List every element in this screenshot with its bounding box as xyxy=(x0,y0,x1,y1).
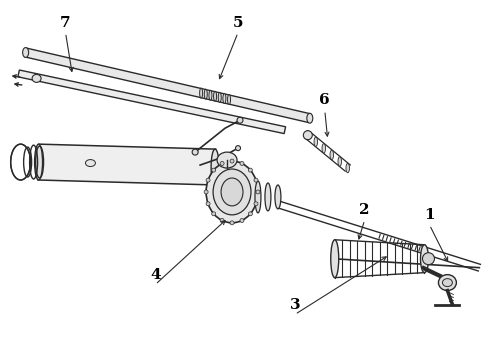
Ellipse shape xyxy=(192,149,198,155)
Text: 7: 7 xyxy=(60,15,71,30)
Ellipse shape xyxy=(209,90,212,100)
Text: 3: 3 xyxy=(290,297,300,311)
Ellipse shape xyxy=(32,75,41,82)
Ellipse shape xyxy=(254,202,258,206)
Ellipse shape xyxy=(306,130,310,140)
Text: 4: 4 xyxy=(150,267,161,282)
Ellipse shape xyxy=(330,150,334,159)
Ellipse shape xyxy=(314,137,318,147)
Ellipse shape xyxy=(206,178,210,182)
Ellipse shape xyxy=(236,146,241,150)
Ellipse shape xyxy=(204,89,207,99)
Ellipse shape xyxy=(212,168,216,172)
Ellipse shape xyxy=(223,94,226,103)
Ellipse shape xyxy=(204,190,208,194)
Ellipse shape xyxy=(212,212,216,216)
Ellipse shape xyxy=(206,161,258,223)
Ellipse shape xyxy=(237,117,243,123)
Ellipse shape xyxy=(35,144,43,180)
Ellipse shape xyxy=(346,163,349,173)
Text: 5: 5 xyxy=(233,15,243,30)
Ellipse shape xyxy=(221,178,243,206)
Polygon shape xyxy=(38,144,216,185)
Ellipse shape xyxy=(248,168,252,172)
Ellipse shape xyxy=(422,253,435,265)
Ellipse shape xyxy=(211,149,219,185)
Ellipse shape xyxy=(240,219,244,222)
Ellipse shape xyxy=(240,161,244,165)
Text: 1: 1 xyxy=(424,208,435,222)
Ellipse shape xyxy=(218,93,221,102)
Ellipse shape xyxy=(227,95,230,104)
Ellipse shape xyxy=(322,144,325,153)
Ellipse shape xyxy=(255,181,261,213)
Ellipse shape xyxy=(338,157,342,166)
Polygon shape xyxy=(24,48,311,123)
Ellipse shape xyxy=(307,113,313,123)
Ellipse shape xyxy=(206,202,210,206)
Text: 6: 6 xyxy=(319,93,330,107)
Ellipse shape xyxy=(265,183,271,211)
Ellipse shape xyxy=(442,279,452,287)
Ellipse shape xyxy=(254,178,258,182)
Ellipse shape xyxy=(220,219,224,222)
Ellipse shape xyxy=(214,91,217,101)
Ellipse shape xyxy=(331,240,339,278)
Ellipse shape xyxy=(420,245,428,273)
Text: 2: 2 xyxy=(359,203,370,217)
Ellipse shape xyxy=(230,221,234,225)
Ellipse shape xyxy=(275,185,281,209)
Ellipse shape xyxy=(199,88,203,98)
Polygon shape xyxy=(18,70,286,134)
Ellipse shape xyxy=(230,159,234,163)
Ellipse shape xyxy=(85,159,96,167)
Ellipse shape xyxy=(220,161,224,165)
Ellipse shape xyxy=(213,169,251,215)
Ellipse shape xyxy=(303,131,312,140)
Ellipse shape xyxy=(439,275,456,291)
Ellipse shape xyxy=(256,190,260,194)
Ellipse shape xyxy=(217,152,237,168)
Ellipse shape xyxy=(23,48,28,58)
Ellipse shape xyxy=(248,212,252,216)
